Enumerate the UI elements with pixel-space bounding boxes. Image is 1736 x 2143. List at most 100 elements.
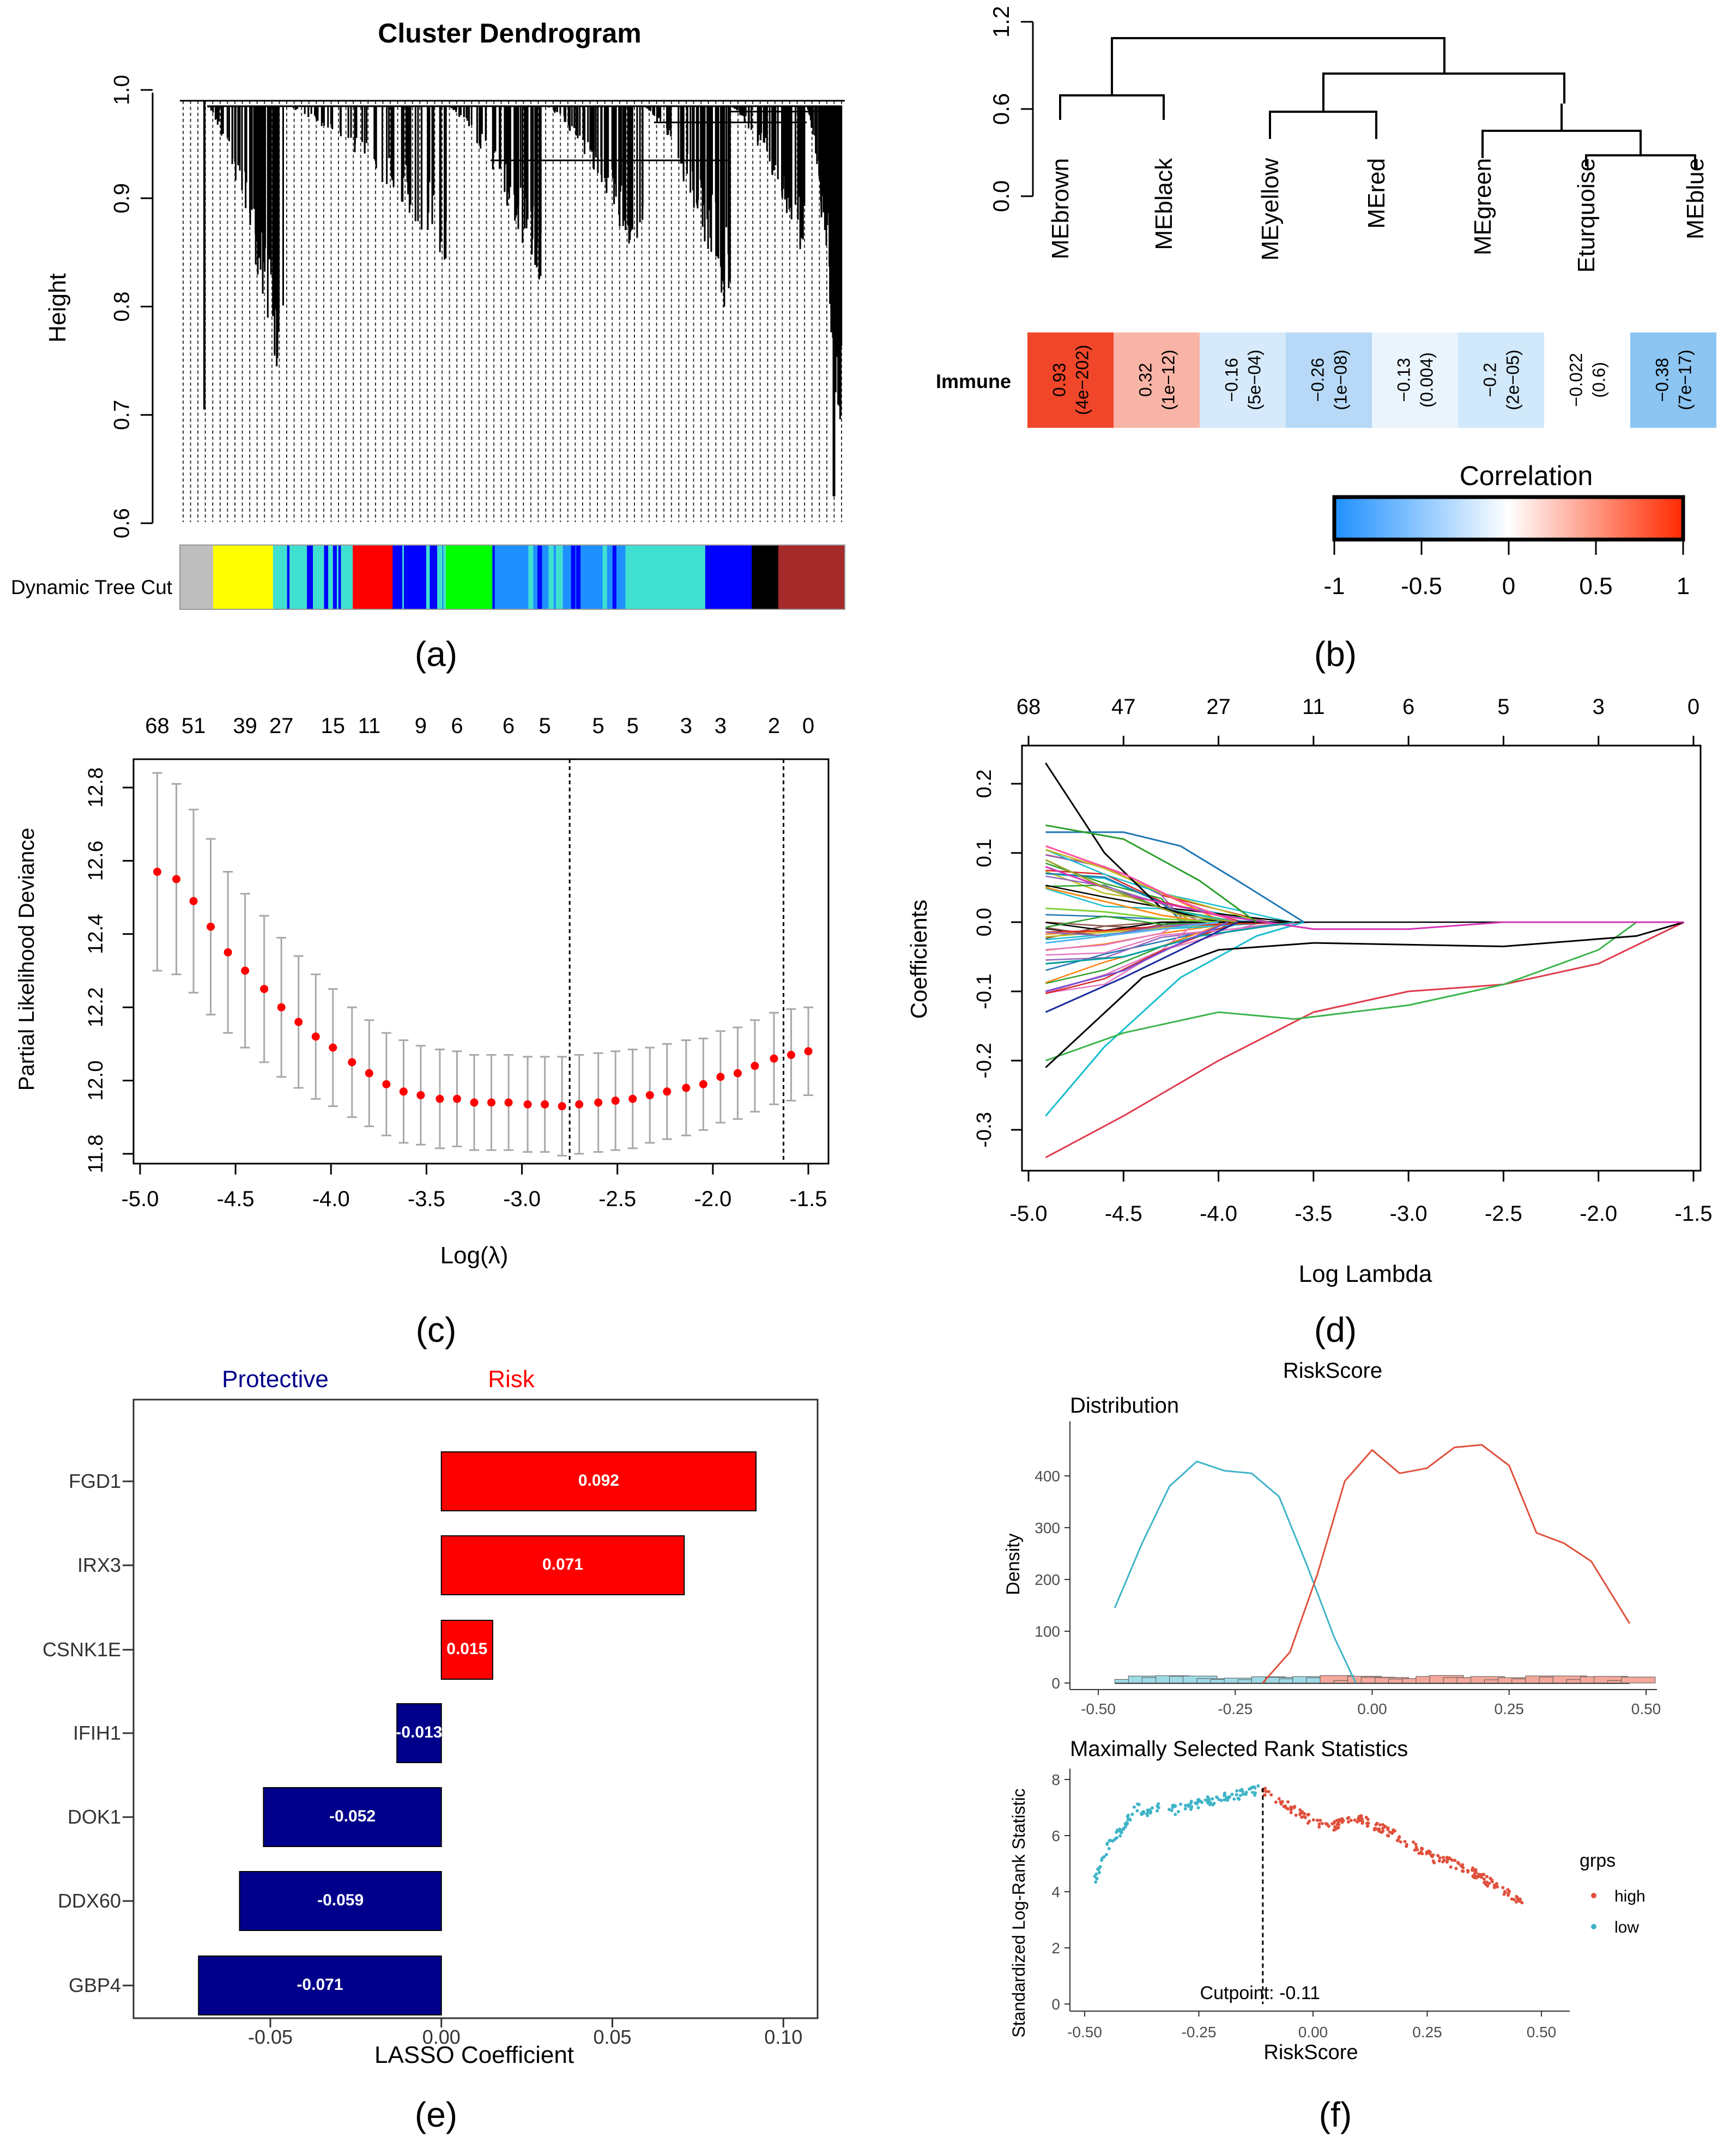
rank-point-low — [1241, 1789, 1244, 1793]
rank-point-high — [1289, 1808, 1293, 1812]
rank-point-low — [1238, 1794, 1242, 1797]
panel-f-label: (f) — [1319, 2095, 1352, 2134]
module-stripe — [426, 545, 430, 609]
module-band — [625, 545, 706, 609]
rank-point-high — [1360, 1821, 1364, 1825]
rank-point-high — [1274, 1800, 1278, 1804]
x-tick-label: -3.0 — [1390, 1202, 1427, 1226]
rank-point-high — [1381, 1823, 1385, 1826]
deviance-point — [241, 966, 250, 975]
coef-path-blue — [1045, 831, 1305, 923]
panel-c-label: (c) — [416, 1310, 457, 1349]
rank-point-low — [1223, 1798, 1226, 1802]
rank-point-high — [1506, 1888, 1510, 1892]
y-tick-label: 0 — [1051, 1675, 1060, 1692]
heatmap-cell — [1372, 332, 1458, 428]
module-stripe — [402, 545, 406, 609]
rank-point-high — [1356, 1817, 1360, 1820]
cutpoint-label: Cutpoint: -0.11 — [1200, 1983, 1321, 2003]
x-tick-label: 0.00 — [422, 2026, 461, 2048]
cell-pvalue: (1e−08) — [1330, 349, 1350, 410]
top-count-label: 6 — [1402, 695, 1414, 719]
top-count-label: 9 — [415, 714, 427, 738]
legend-tick-label: 0.5 — [1579, 573, 1612, 600]
deviance-point — [787, 1051, 795, 1060]
rank-point-low — [1189, 1806, 1193, 1809]
rank-point-high — [1267, 1790, 1271, 1794]
coef-bar — [239, 1871, 442, 1931]
deviance-point — [365, 1069, 373, 1077]
panel-b-legend-ticks: -1 -0.5 0 0.5 1 — [1323, 540, 1690, 600]
heatmap-cell — [1286, 332, 1372, 428]
rank-point-high — [1405, 1844, 1408, 1848]
panel-a-title: Cluster Dendrogram — [378, 18, 641, 49]
x-tick-label: -0.25 — [1182, 2024, 1217, 2041]
y-tick-label: 8 — [1051, 1771, 1060, 1788]
deviance-point — [416, 1091, 425, 1099]
cell-value: −0.16 — [1221, 358, 1241, 402]
rank-point-low — [1251, 1790, 1255, 1794]
panel-f-top-ylabel: Density — [1003, 1533, 1024, 1595]
bar-value-label: -0.071 — [297, 1976, 343, 1994]
top-count-label: 47 — [1111, 695, 1136, 719]
y-tick-label: 100 — [1035, 1623, 1060, 1640]
deviance-point — [277, 1003, 286, 1012]
panel-a-tree — [180, 100, 845, 522]
top-count-label: 39 — [233, 714, 257, 738]
legend-tick-label: 1 — [1677, 573, 1690, 600]
deviance-point — [329, 1043, 337, 1052]
x-tick-label: 0.00 — [1298, 2024, 1328, 2041]
histogram-bar — [1621, 1676, 1656, 1684]
rank-point-high — [1366, 1824, 1370, 1828]
module-stripe — [548, 545, 554, 609]
rank-point-high — [1485, 1875, 1489, 1879]
rank-point-low — [1195, 1802, 1199, 1806]
deviance-point — [645, 1091, 654, 1099]
rank-point-low — [1115, 1836, 1119, 1839]
rank-point-low — [1100, 1856, 1104, 1860]
rank-point-low — [1122, 1826, 1126, 1830]
module-stripe — [294, 545, 297, 609]
y-tick-label: 0 — [1051, 1996, 1060, 2013]
rank-point-low — [1244, 1790, 1248, 1794]
rank-point-high — [1513, 1898, 1516, 1902]
x-tick-label: -0.50 — [1081, 1700, 1116, 1717]
top-count-label: 68 — [145, 714, 170, 738]
rank-point-high — [1339, 1818, 1342, 1822]
rank-point-high — [1461, 1863, 1465, 1867]
panel-b-cells: 0.93 (4e−202) 0.32 (1e−12) −0.16 (5e−04) −0.26… — [1027, 332, 1716, 428]
rank-point-low — [1155, 1809, 1159, 1813]
panel-d-ylabel: Coefficients — [906, 900, 931, 1019]
rank-point-high — [1380, 1831, 1384, 1835]
x-tick-label: 0.00 — [1357, 1700, 1387, 1717]
rank-point-high — [1364, 1815, 1368, 1819]
rank-point-low — [1253, 1791, 1257, 1795]
x-tick-label: -4.5 — [217, 1187, 255, 1211]
bar-value-label: -0.059 — [317, 1891, 364, 1909]
rank-point-high — [1388, 1830, 1392, 1834]
module-label: Eturquoise — [1573, 158, 1600, 273]
rank-point-high — [1441, 1855, 1445, 1859]
rank-point-low — [1227, 1795, 1231, 1799]
x-tick-label: -2.5 — [598, 1187, 636, 1211]
rank-point-high — [1454, 1867, 1458, 1870]
rank-point-high — [1449, 1865, 1453, 1869]
deviance-point — [558, 1102, 566, 1111]
deviance-point — [260, 985, 269, 994]
module-label: MEblue — [1682, 158, 1709, 239]
rank-point-low — [1211, 1797, 1214, 1801]
rank-point-high — [1286, 1800, 1290, 1804]
x-tick-label: 0.25 — [1495, 1700, 1525, 1717]
density-curve-low — [1114, 1460, 1357, 1684]
rank-point-high — [1395, 1839, 1399, 1843]
module-stripe — [602, 545, 607, 609]
panel-b-label: (b) — [1314, 634, 1357, 674]
panel-a-colorbar-label: Dynamic Tree Cut — [11, 576, 173, 598]
module-band — [353, 545, 393, 609]
rank-point-high — [1473, 1872, 1477, 1875]
rank-point-high — [1381, 1826, 1385, 1830]
deviance-point — [541, 1100, 549, 1109]
deviance-point — [294, 1018, 303, 1026]
module-label: MEbrown — [1047, 158, 1074, 259]
rank-point-high — [1324, 1821, 1328, 1825]
